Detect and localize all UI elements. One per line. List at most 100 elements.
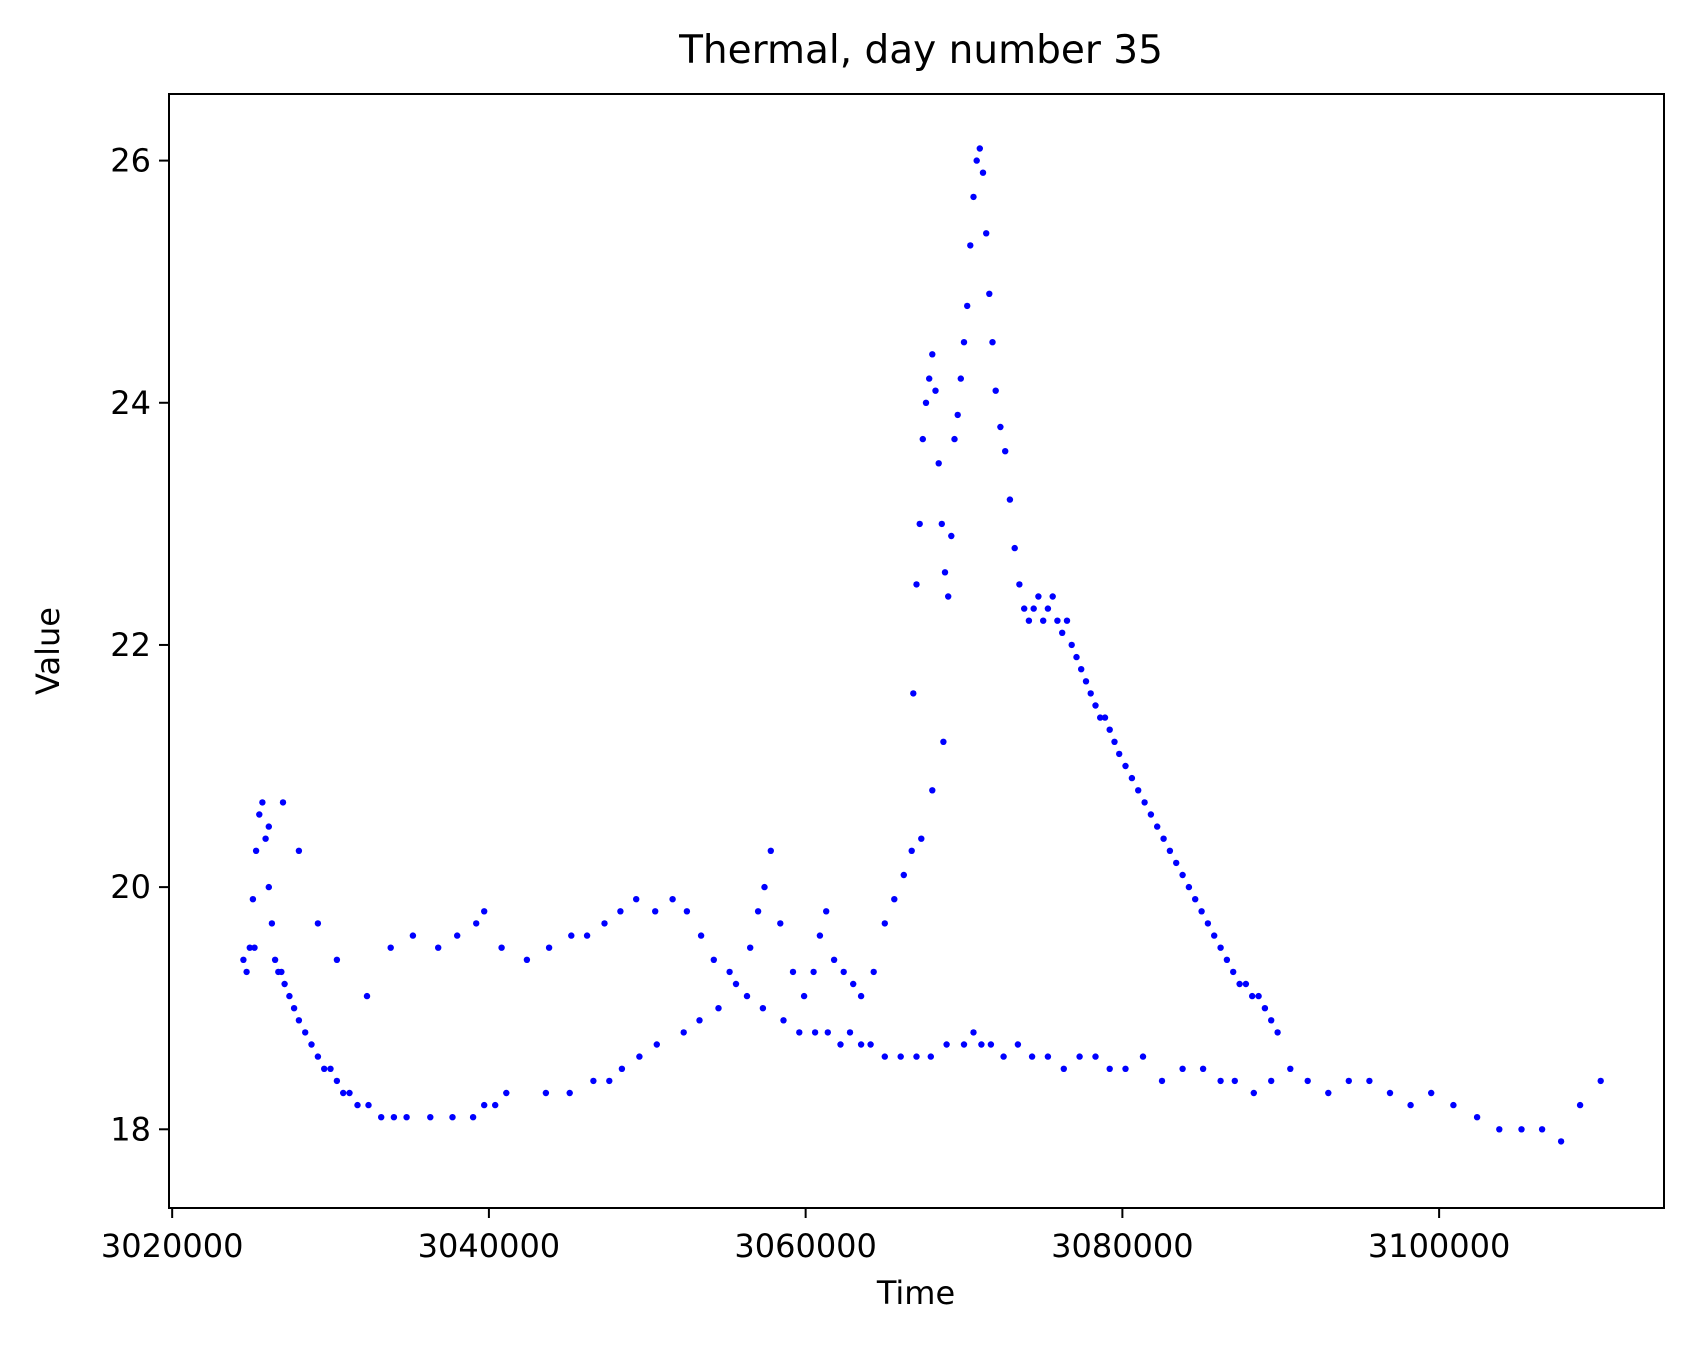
data-point — [1028, 1053, 1036, 1060]
data-point — [754, 908, 762, 915]
data-point — [1250, 1089, 1258, 1097]
data-point — [680, 1029, 687, 1036]
data-point — [314, 1053, 322, 1060]
data-point — [800, 992, 808, 1000]
data-point — [268, 920, 276, 927]
data-point — [1025, 617, 1033, 624]
data-point — [295, 847, 303, 854]
data-point — [1223, 956, 1231, 963]
data-point — [1059, 629, 1066, 636]
data-point — [908, 847, 915, 854]
data-point — [1147, 811, 1155, 818]
data-point — [1249, 992, 1256, 1000]
data-point — [286, 992, 293, 1000]
data-point — [1092, 702, 1099, 709]
data-point — [726, 968, 733, 976]
data-points — [240, 145, 1604, 1145]
data-point — [960, 1041, 968, 1048]
x-tick-label: 3040000 — [418, 1227, 561, 1265]
x-tick-label: 3060000 — [734, 1227, 877, 1265]
data-point — [1006, 496, 1014, 503]
data-point — [916, 520, 923, 528]
data-point — [1166, 847, 1174, 854]
data-point — [583, 932, 591, 939]
data-point — [816, 932, 824, 939]
data-point — [354, 1101, 361, 1109]
data-point — [970, 193, 977, 201]
data-point — [271, 956, 279, 963]
data-point — [992, 387, 999, 394]
data-point — [1035, 593, 1042, 600]
data-point — [1122, 1065, 1129, 1073]
data-point — [262, 835, 269, 842]
data-point — [1060, 1065, 1068, 1073]
data-point — [897, 1053, 904, 1060]
y-axis-ticks: 18 20 22 24 26 — [110, 142, 169, 1148]
data-point — [1274, 1029, 1281, 1036]
data-point — [1106, 1065, 1113, 1073]
data-point — [683, 908, 691, 915]
data-point — [653, 1041, 660, 1048]
data-point — [427, 1114, 434, 1121]
data-point — [1199, 1065, 1207, 1073]
data-point — [824, 1029, 831, 1036]
x-tick-label: 3100000 — [1368, 1227, 1511, 1265]
data-point — [346, 1089, 353, 1097]
data-point — [481, 908, 488, 915]
data-point — [1000, 1053, 1007, 1060]
data-point — [1450, 1101, 1457, 1109]
data-point — [617, 908, 624, 915]
data-point — [823, 908, 830, 915]
data-point — [1141, 799, 1148, 806]
y-tick-label: 22 — [110, 626, 151, 664]
data-point — [1428, 1089, 1435, 1097]
data-point — [314, 920, 322, 927]
data-point — [1078, 666, 1085, 673]
data-point — [1236, 980, 1243, 988]
data-point — [1020, 605, 1028, 612]
data-point — [1073, 653, 1080, 661]
data-point — [327, 1065, 334, 1073]
data-point — [251, 944, 258, 951]
data-point — [1030, 605, 1037, 612]
data-point — [246, 944, 253, 951]
y-tick-label: 24 — [110, 384, 151, 422]
data-point — [1211, 932, 1218, 939]
data-point — [1016, 581, 1023, 588]
data-point — [365, 1101, 372, 1109]
data-point — [503, 1089, 510, 1097]
data-point — [1135, 787, 1142, 794]
data-point — [857, 992, 865, 1000]
data-point — [837, 1041, 844, 1048]
data-point — [973, 157, 980, 164]
data-point — [777, 920, 784, 927]
data-point — [1204, 920, 1212, 927]
data-point — [601, 920, 608, 927]
data-point — [932, 387, 939, 394]
data-point — [957, 375, 964, 382]
data-point — [333, 956, 341, 963]
data-point — [469, 1114, 477, 1121]
data-point — [1268, 1017, 1275, 1024]
data-point — [1154, 823, 1161, 830]
data-point — [983, 230, 990, 237]
data-point — [1179, 871, 1186, 879]
data-point — [743, 992, 751, 1000]
data-point — [449, 1114, 456, 1121]
data-point — [1192, 896, 1199, 903]
data-point — [1496, 1126, 1503, 1133]
data-point — [545, 944, 553, 951]
y-tick-label: 26 — [110, 142, 151, 180]
data-point — [986, 290, 993, 297]
data-point — [1576, 1101, 1584, 1109]
x-tick-label: 3020000 — [101, 1227, 244, 1265]
data-point — [1261, 1005, 1269, 1012]
data-point — [279, 799, 287, 806]
data-point — [435, 944, 442, 951]
data-point — [850, 980, 857, 988]
data-point — [867, 1041, 874, 1048]
y-tick-label: 20 — [110, 868, 151, 906]
data-point — [951, 435, 958, 443]
data-point — [796, 1029, 803, 1036]
data-point — [979, 169, 987, 176]
